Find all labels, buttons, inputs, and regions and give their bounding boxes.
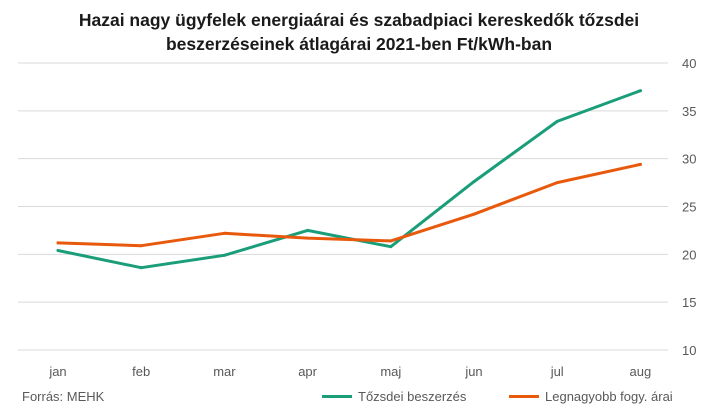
- data-point-0-mar: [222, 253, 226, 257]
- chart-title-line-2: beszerzéseinek átlagárai 2021-ben Ft/kWh…: [165, 34, 553, 54]
- data-point-0-jul: [555, 119, 559, 123]
- data-point-1-feb: [139, 244, 143, 248]
- x-tick-label-aug: aug: [630, 364, 652, 379]
- legend-item-legnagyobb: Legnagyobb fogy. árai: [509, 389, 673, 404]
- source-note: Forrás: MEHK: [22, 389, 105, 404]
- data-point-1-jul: [555, 181, 559, 185]
- y-axis-ticks: 10 15 20 25 30 35 40: [682, 56, 696, 358]
- data-point-1-apr: [306, 236, 310, 240]
- x-tick-label-maj: maj: [380, 364, 401, 379]
- y-tick-label: 20: [682, 247, 696, 262]
- y-tick-label: 35: [682, 104, 696, 119]
- legend-swatch-legnagyobb: [509, 395, 539, 399]
- x-tick-label-jun: jun: [464, 364, 482, 379]
- y-tick-label: 25: [682, 200, 696, 215]
- series-lines: [56, 89, 642, 270]
- series-line-1: [56, 162, 642, 248]
- legend-label-legnagyobb: Legnagyobb fogy. árai: [545, 389, 673, 404]
- data-point-0-apr: [306, 228, 310, 232]
- y-tick-label: 15: [682, 295, 696, 310]
- x-tick-label-jul: jul: [550, 364, 564, 379]
- x-tick-label-jan: jan: [48, 364, 66, 379]
- series-line-0: [56, 89, 642, 270]
- x-tick-label-mar: mar: [213, 364, 236, 379]
- legend-swatch-tozsdei: [322, 395, 352, 399]
- x-tick-label-feb: feb: [132, 364, 150, 379]
- data-point-0-aug: [638, 89, 642, 93]
- data-point-1-mar: [222, 231, 226, 235]
- x-axis-ticks: jan feb mar apr maj jun jul aug: [48, 364, 651, 379]
- y-tick-label: 40: [682, 56, 696, 71]
- y-tick-label: 30: [682, 152, 696, 167]
- legend-item-tozsdei: Tőzsdei beszerzés: [322, 389, 466, 404]
- data-point-0-jun: [472, 180, 476, 184]
- legend-label-tozsdei: Tőzsdei beszerzés: [358, 389, 467, 404]
- data-point-0-feb: [139, 266, 143, 270]
- gridlines: [18, 62, 668, 351]
- data-point-0-maj: [389, 245, 393, 249]
- data-point-1-jun: [472, 212, 476, 216]
- chart-title: Hazai nagy ügyfelek energiaárai és szaba…: [0, 8, 718, 56]
- x-tick-label-apr: apr: [298, 364, 317, 379]
- data-point-1-aug: [638, 162, 642, 166]
- chart-title-line-1: Hazai nagy ügyfelek energiaárai és szaba…: [78, 10, 640, 30]
- data-point-0-jan: [56, 249, 60, 253]
- data-point-1-jan: [56, 241, 60, 245]
- y-tick-label: 10: [682, 343, 696, 358]
- data-point-1-maj: [389, 239, 393, 243]
